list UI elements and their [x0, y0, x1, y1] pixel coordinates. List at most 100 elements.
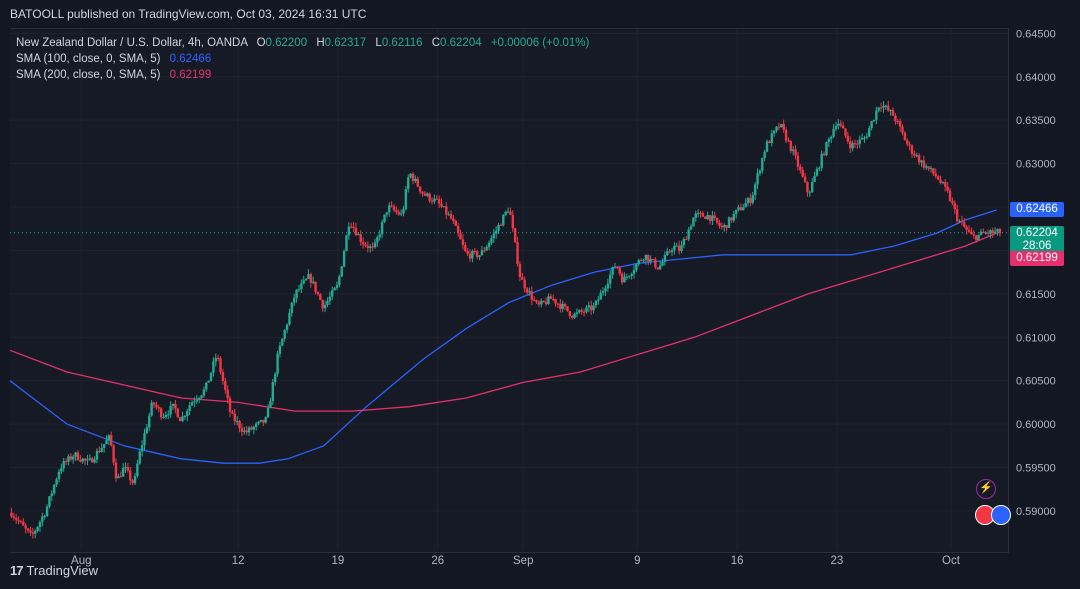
- sma200-tag-value: 0.62199: [1016, 252, 1058, 265]
- candle-body: [775, 126, 778, 131]
- time-tick-label: Aug: [71, 555, 91, 567]
- candle-body: [898, 121, 902, 127]
- time-tick-label: 23: [831, 555, 844, 567]
- footer: 17 TradingView: [10, 563, 98, 578]
- candle-body: [832, 128, 835, 137]
- candle-body: [998, 229, 1002, 234]
- candle-body: [506, 211, 510, 213]
- candle-body: [592, 305, 595, 311]
- candle-body: [319, 294, 322, 300]
- candle-body: [483, 250, 486, 252]
- candle-body: [839, 123, 842, 126]
- candle-body: [88, 458, 92, 460]
- candle-body: [521, 276, 524, 280]
- candle-body: [183, 415, 187, 417]
- candle-body: [195, 399, 198, 402]
- candle-body: [851, 143, 854, 149]
- candle-body: [908, 144, 911, 146]
- candle-body: [910, 145, 914, 154]
- candle-body: [630, 273, 633, 277]
- candle-body: [611, 266, 614, 275]
- sma100-row[interactable]: SMA (100, close, 0, SMA, 5) 0.62466: [16, 51, 589, 67]
- candle-body: [559, 303, 562, 309]
- candle-body: [868, 128, 871, 137]
- candle-body: [240, 428, 244, 432]
- candle-body: [112, 445, 115, 463]
- candle-body: [212, 361, 215, 373]
- candle-body: [459, 233, 462, 240]
- candle-body: [312, 281, 315, 283]
- candle-body: [326, 300, 329, 305]
- candle-body: [632, 269, 636, 274]
- candle-body: [475, 251, 479, 258]
- candle-body: [711, 215, 714, 221]
- flag-us-icon[interactable]: [991, 505, 1011, 525]
- lightning-icon[interactable]: ⚡: [976, 479, 996, 499]
- candle-body: [235, 421, 239, 423]
- candle-body: [321, 299, 324, 309]
- candle-body: [385, 212, 389, 215]
- candle-body: [283, 330, 286, 339]
- candle-body: [435, 198, 438, 200]
- candle-body: [67, 456, 70, 462]
- candle-body: [537, 302, 541, 305]
- candle-body: [188, 405, 191, 412]
- candle-body: [594, 300, 598, 306]
- candle-body: [780, 124, 783, 128]
- time-tick-label: 12: [232, 555, 245, 567]
- candle-body: [765, 141, 769, 152]
- candle-body: [309, 274, 313, 283]
- footer-brand: TradingView: [26, 563, 99, 578]
- candle-body: [38, 521, 42, 527]
- candle-body: [687, 229, 690, 240]
- candle-body: [504, 211, 507, 215]
- candle-body: [685, 239, 688, 241]
- candle-body: [176, 408, 179, 418]
- candle-body: [14, 517, 18, 520]
- grid-lines: [10, 29, 1008, 550]
- candle-body: [380, 221, 384, 235]
- candle-body: [350, 226, 353, 228]
- candle-body: [502, 214, 505, 226]
- sma100-tag-value: 0.62466: [1016, 203, 1058, 216]
- sma200-row[interactable]: SMA (200, close, 0, SMA, 5) 0.62199: [16, 67, 589, 83]
- candle-body: [853, 143, 857, 145]
- candle-body: [102, 444, 106, 448]
- candle-body: [544, 301, 548, 305]
- publisher-caption: BATOOLL published on TradingView.com, Oc…: [10, 7, 367, 21]
- candle-body: [865, 136, 869, 138]
- candle-body: [601, 291, 605, 293]
- candle-body: [445, 206, 448, 215]
- candle-body: [784, 129, 788, 141]
- candle-body: [860, 137, 864, 140]
- candle-body: [915, 155, 918, 157]
- candle-body: [323, 304, 327, 309]
- candle-body: [131, 480, 134, 484]
- candle-body: [525, 288, 529, 293]
- candle-body: [651, 258, 655, 260]
- candle-body: [977, 234, 980, 240]
- candle-body: [701, 213, 705, 217]
- candle-body: [266, 408, 270, 418]
- candle-body: [228, 398, 232, 412]
- candle-body: [682, 239, 686, 246]
- chart-legend: New Zealand Dollar / U.S. Dollar, 4h, OA…: [16, 35, 589, 83]
- candle-body: [456, 225, 460, 234]
- candle-body: [965, 226, 968, 230]
- candle-body: [955, 209, 959, 221]
- time-tick-label: 19: [332, 555, 345, 567]
- candle-body: [197, 397, 201, 400]
- candle-body: [993, 231, 997, 234]
- candle-body: [979, 231, 983, 235]
- candle-body: [433, 198, 436, 202]
- candle-body: [794, 149, 797, 156]
- candle-body: [663, 255, 667, 262]
- candle-body: [666, 251, 669, 256]
- candle-body: [264, 417, 267, 423]
- chart-frame[interactable]: [10, 28, 1009, 553]
- candle-body: [159, 408, 163, 418]
- candle-body: [922, 160, 926, 168]
- candle-body: [399, 213, 403, 215]
- candle-body: [837, 123, 840, 127]
